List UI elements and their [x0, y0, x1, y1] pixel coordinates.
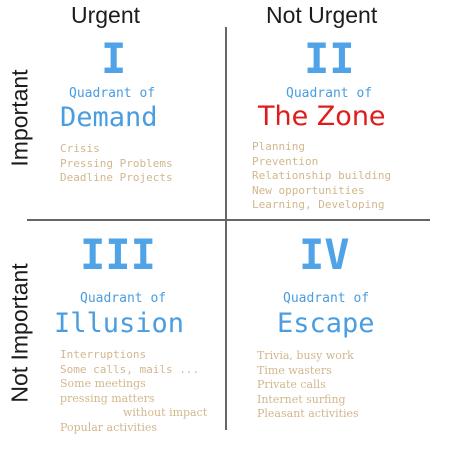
quadrant-numeral: III [80, 230, 156, 279]
quadrant-item-list: Interruptions Some calls, mails ... Some… [60, 348, 207, 435]
quadrant-subtitle: Quadrant of [283, 291, 370, 306]
list-item: Some meetings [60, 377, 146, 390]
quadrant-name: Escape [277, 308, 375, 339]
quadrant-numeral: I [101, 34, 127, 83]
horizontal-divider [27, 219, 430, 221]
list-item: Trivia, busy work [257, 349, 354, 362]
quadrant-name: The Zone [258, 101, 386, 132]
vertical-divider [225, 27, 227, 430]
row-header-important: Important [6, 69, 33, 167]
list-item: without impact [123, 406, 208, 419]
list-item: Deadline Projects [60, 171, 173, 184]
quadrant-subtitle: Quadrant of [69, 86, 156, 101]
list-item: Interruptions [60, 348, 147, 361]
quadrant-subtitle: Quadrant of [286, 86, 373, 101]
column-header-not-urgent: Not Urgent [266, 2, 378, 28]
list-item: Planning [252, 140, 305, 153]
quadrant-numeral: IV [299, 230, 350, 279]
list-item: Crisis [60, 142, 100, 155]
quadrant-numeral: II [304, 34, 355, 83]
quadrant-item-list: Crisis Pressing Problems Deadline Projec… [60, 142, 173, 186]
column-header-urgent: Urgent [71, 2, 141, 28]
list-item: Private calls [257, 378, 326, 391]
list-item: Prevention [252, 154, 319, 168]
quadrant-item-list: Trivia, busy work Time wasters Private c… [257, 349, 359, 422]
list-item: Some calls, mails ... [60, 362, 200, 376]
list-item: Popular activities [60, 420, 158, 434]
row-header-not-important: Not Important [6, 263, 33, 403]
list-item: New opportunities [252, 183, 365, 197]
list-item: Relationship building [252, 169, 392, 182]
list-item: Time wasters [257, 363, 332, 377]
quadrant-item-list: Planning Prevention Relationship buildin… [252, 140, 391, 213]
list-item: Internet surfing [257, 392, 346, 406]
list-item: Pressing Problems [60, 156, 173, 170]
list-item: pressing matters [60, 391, 155, 405]
quadrant-name: Illusion [54, 308, 185, 339]
quadrant-subtitle: Quadrant of [80, 291, 167, 306]
quadrant-name: Demand [60, 102, 158, 133]
list-item: Pleasant activities [257, 407, 359, 420]
list-item: Learning, Developing [252, 198, 385, 211]
